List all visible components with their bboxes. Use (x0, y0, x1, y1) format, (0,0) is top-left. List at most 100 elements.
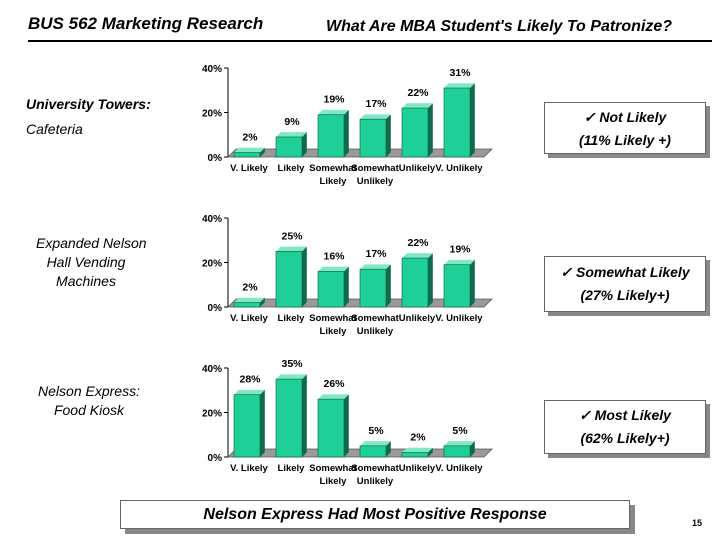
chart-3-category-label: V. Unlikely (435, 463, 483, 474)
chart-2-bar (233, 302, 261, 308)
chart-2-tick-label: 0% (208, 303, 223, 314)
chart-2-category-label: V. Likely (230, 313, 268, 324)
chart-2-bar-side (428, 253, 433, 307)
conclusion-text: Nelson Express Had Most Positive Respons… (203, 506, 547, 523)
chart-1-bar-side (386, 114, 391, 157)
chart-1-bar (443, 87, 471, 158)
chart-3-value-label: 2% (410, 432, 426, 444)
chart-3-bar-top (444, 441, 475, 446)
chart-3-category-label: Likely (320, 476, 348, 487)
chart-2-bar-top (360, 264, 391, 270)
chart-3-bar (317, 398, 345, 458)
callout-3-line1: ✓ Most Likely (579, 407, 671, 423)
chart-1-bar-top (360, 114, 391, 120)
chart-3-bar-side (470, 441, 475, 457)
chart-1-category-label: Unlikely (357, 176, 394, 187)
section-1-name-line1: University Towers: (26, 96, 151, 112)
chart-2-category-label: Unlikely (399, 313, 436, 324)
chart-1-bar-side (302, 132, 307, 157)
section-1-name-line2: Cafeteria (26, 121, 83, 137)
section-1-label: University Towers: Cafeteria (26, 95, 151, 139)
chart-1-bar-top (234, 147, 265, 153)
chart-3-category-label: Somewhat (309, 463, 357, 474)
chart-1-bar-side (470, 83, 475, 157)
chart-2-bar-top (234, 297, 265, 303)
chart-1-category-label: Likely (278, 163, 306, 174)
chart-3-bar-top (360, 441, 391, 446)
chart-3-category-label: Likely (278, 463, 306, 474)
section-2-name-line3: Machines (56, 273, 116, 289)
chart-2-value-label: 22% (407, 237, 429, 249)
chart-3-bar (275, 378, 303, 458)
chart-3-value-label: 35% (281, 358, 303, 370)
section-3-name-line1: Nelson Express: (38, 383, 140, 399)
chart-1-bar (359, 118, 387, 158)
section-2-name-line1: Expanded Nelson (36, 235, 147, 251)
chart-3-category-label: Unlikely (357, 476, 394, 487)
chart-3-tick-label: 20% (202, 409, 222, 420)
chart-1-tick-label: 0% (208, 153, 223, 164)
chart-2-value-label: 2% (242, 282, 258, 294)
chart-3-bar-side (260, 389, 265, 457)
chart-2-bar (443, 264, 471, 308)
chart-3-bar-side (386, 441, 391, 457)
chart-3-bar-top (318, 394, 349, 400)
chart-3-bar-side (302, 374, 307, 457)
chart-2-bar (317, 271, 345, 308)
callout-2-line2: (27% Likely+) (580, 287, 670, 303)
chart-3-bar-side (344, 394, 349, 457)
chart-3-value-label: 28% (239, 374, 261, 386)
chart-1-category-label: Unlikely (399, 163, 436, 174)
chart-2-bar-top (276, 246, 307, 252)
chart-1-bar-top (444, 83, 475, 89)
chart-2-tick-label: 40% (202, 214, 222, 225)
chart-1-bar-top (276, 132, 307, 137)
chart-2-bar-top (444, 259, 475, 265)
callout-3-line2: (62% Likely+) (580, 430, 670, 446)
header-divider (28, 40, 712, 42)
section-3-name-line2: Food Kiosk (53, 402, 125, 418)
course-title: BUS 562 Marketing Research (28, 14, 264, 33)
chart-2-category-label: Somewhat (309, 313, 357, 324)
chart-1-category-label: V. Likely (230, 163, 268, 174)
chart-2-bar-side (470, 259, 475, 307)
callout-1-line1: ✓ Not Likely (583, 109, 667, 125)
callout-2-line1: ✓ Somewhat Likely (560, 264, 690, 280)
chart-1-category-label: V. Unlikely (435, 163, 483, 174)
chart-1-bar-side (344, 109, 349, 157)
chart-1-bar (233, 152, 261, 158)
callout-1-line2: (11% Likely +) (579, 132, 671, 148)
chart-1-category-label: Likely (320, 176, 348, 187)
chart-3-bar-top (402, 447, 433, 453)
chart-1-bar-side (428, 103, 433, 157)
chart-2-value-label: 25% (281, 230, 303, 242)
chart-1-value-label: 2% (242, 132, 258, 144)
chart-1-category-label: Somewhat (351, 163, 399, 174)
chart-1-category-label: Somewhat (309, 163, 357, 174)
callout-2: ✓ Somewhat Likely (27% Likely+) (544, 256, 706, 312)
chart-2-bar (359, 268, 387, 308)
callout-1: ✓ Not Likely (11% Likely +) (544, 102, 706, 154)
chart-3-tick-label: 40% (202, 364, 222, 375)
section-2-name-line2: Hall Vending (46, 254, 126, 270)
chart-1-bar-top (318, 109, 349, 115)
chart-3-bar (401, 452, 429, 458)
chart-3-bar-top (276, 374, 307, 380)
chart-1-value-label: 17% (365, 98, 387, 110)
page-number: 15 (692, 518, 703, 528)
slide-question: What Are MBA Student's Likely To Patroni… (326, 18, 673, 35)
chart-1-bar (401, 107, 429, 158)
chart-2-bar-side (386, 264, 391, 307)
chart-1-bar-side (260, 147, 265, 157)
chart-1-value-label: 31% (449, 67, 471, 79)
chart-1-tick-label: 40% (202, 64, 222, 75)
chart-1-bar (275, 136, 303, 158)
chart-3-bar (443, 445, 471, 458)
callout-3: ✓ Most Likely (62% Likely+) (544, 400, 706, 454)
chart-1-tick-label: 20% (202, 109, 222, 120)
chart-1-value-label: 9% (284, 116, 300, 128)
chart-3-value-label: 26% (323, 378, 345, 390)
chart-1-value-label: 19% (323, 94, 345, 106)
chart-2-category-label: Somewhat (351, 313, 399, 324)
